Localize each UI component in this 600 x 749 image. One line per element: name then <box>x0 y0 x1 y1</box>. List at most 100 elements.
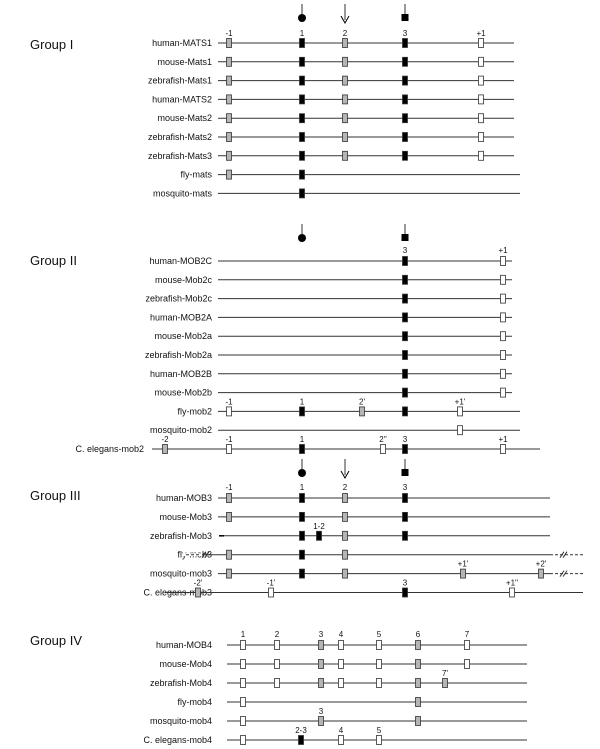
intron-box-white <box>240 640 246 650</box>
intron-number-label: +1'' <box>506 579 519 588</box>
arrow-down-icon <box>340 15 350 25</box>
intron-box-white <box>376 735 382 745</box>
intron-box-gray <box>415 659 421 669</box>
intron-box-white <box>509 587 515 598</box>
gene-name-mosquito-mob2: mosquito-mob2 <box>150 425 212 435</box>
intron-box-black <box>402 350 408 360</box>
intron-box-gray <box>538 568 544 579</box>
gene-name-mouse-mob4: mouse-Mob4 <box>159 659 212 669</box>
intron-box-gray <box>342 75 348 86</box>
intron-box-black <box>299 56 305 67</box>
intron-number-label: -1 <box>225 483 233 492</box>
intron-box-white <box>478 113 484 124</box>
intron-number-label: 1-2 <box>313 522 325 531</box>
gene-name-mosquito-mob4: mosquito-mob4 <box>150 716 212 726</box>
intron-box-white <box>338 735 344 745</box>
intron-box-white <box>268 587 274 598</box>
intron-box-black <box>299 188 305 199</box>
intron-box-white <box>338 659 344 669</box>
gene-name-mouse-mob2b: mouse-Mob2b <box>154 388 212 398</box>
intron-number-label: 2'' <box>379 435 387 444</box>
intron-box-black <box>298 735 304 745</box>
intron-box-black <box>402 132 408 142</box>
intron-number-label: 5 <box>377 630 382 639</box>
gene-name-mosquito-mob3: mosquito-mob3 <box>150 569 212 579</box>
gene-name-mouse-mob3: mouse-Mob3 <box>159 512 212 522</box>
intron-number-label: +1' <box>458 560 469 569</box>
intron-box-black <box>299 406 305 417</box>
intron-box-white <box>274 678 280 688</box>
gene-name-mouse-mob2c: mouse-Mob2c <box>155 275 213 285</box>
intron-box-black <box>299 444 305 454</box>
intron-box-black <box>402 587 408 598</box>
intron-box-gray <box>415 640 421 650</box>
intron-box-gray <box>342 512 348 522</box>
intron-box-white <box>274 659 280 669</box>
intron-box-white <box>240 716 246 726</box>
intron-box-black <box>402 113 408 124</box>
intron-number-label: 1 <box>300 483 305 492</box>
group-title-3: Group III <box>30 488 81 503</box>
intron-box-white <box>500 312 506 323</box>
gene-name-fly-mob2: fly-mob2 <box>177 406 212 416</box>
intron-number-label: 2 <box>343 483 348 492</box>
intron-box-black <box>402 256 408 266</box>
intron-box-gray <box>226 512 232 522</box>
intron-box-gray <box>342 132 348 142</box>
intron-box-gray <box>226 493 232 503</box>
intron-box-black <box>402 75 408 86</box>
group-title-4: Group IV <box>30 633 82 648</box>
intron-box-black <box>402 56 408 67</box>
intron-box-black <box>402 293 408 304</box>
intron-box-white <box>457 425 463 436</box>
intron-box-gray <box>226 94 232 105</box>
intron-box-white <box>457 406 463 417</box>
intron-box-white <box>464 640 470 650</box>
intron-box-white <box>478 132 484 142</box>
intron-box-white <box>274 640 280 650</box>
intron-number-label: 4 <box>339 726 344 735</box>
intron-box-gray <box>226 56 232 67</box>
intron-box-gray <box>226 132 232 142</box>
intron-box-black <box>299 568 305 579</box>
intron-number-label: 3 <box>403 579 408 588</box>
break-mark <box>204 551 210 558</box>
intron-box-gray <box>415 697 421 707</box>
circle-marker-icon <box>298 234 306 242</box>
break-mark <box>559 570 565 577</box>
intron-box-black <box>402 150 408 161</box>
intron-box-white <box>500 331 506 342</box>
intron-box-black <box>299 512 305 522</box>
intron-box-white <box>376 659 382 669</box>
intron-box-gray <box>226 549 232 560</box>
intron-number-label: -1' <box>267 579 276 588</box>
intron-box-black <box>402 406 408 417</box>
gene-name-mouse-mats1: mouse-Mats1 <box>157 57 212 67</box>
break-mark <box>562 551 568 558</box>
intron-box-black <box>402 274 408 285</box>
gene-name-zebrafish-mob2a: zebrafish-Mob2a <box>145 350 212 360</box>
intron-box-white <box>478 75 484 86</box>
gene-name-human-mats1: human-MATS1 <box>152 38 212 48</box>
intron-box-gray <box>318 640 324 650</box>
intron-box-gray <box>318 678 324 688</box>
intron-number-label: 3 <box>403 29 408 38</box>
intron-number-label: +2' <box>536 560 547 569</box>
intron-box-black <box>402 512 408 522</box>
intron-box-black <box>402 368 408 379</box>
intron-number-label: 6 <box>416 630 421 639</box>
intron-box-black <box>316 530 322 541</box>
group-title-2: Group II <box>30 253 77 268</box>
intron-box-black <box>402 331 408 342</box>
intron-number-label: 3 <box>403 435 408 444</box>
intron-box-black <box>299 132 305 142</box>
intron-number-label: -2 <box>161 435 169 444</box>
circle-marker-icon <box>298 469 306 477</box>
intron-box-white <box>478 94 484 105</box>
intron-box-gray <box>342 113 348 124</box>
intron-box-white <box>376 640 382 650</box>
intron-box-white <box>226 444 232 454</box>
intron-box-black <box>402 312 408 323</box>
intron-box-white <box>464 659 470 669</box>
intron-box-black <box>402 387 408 398</box>
